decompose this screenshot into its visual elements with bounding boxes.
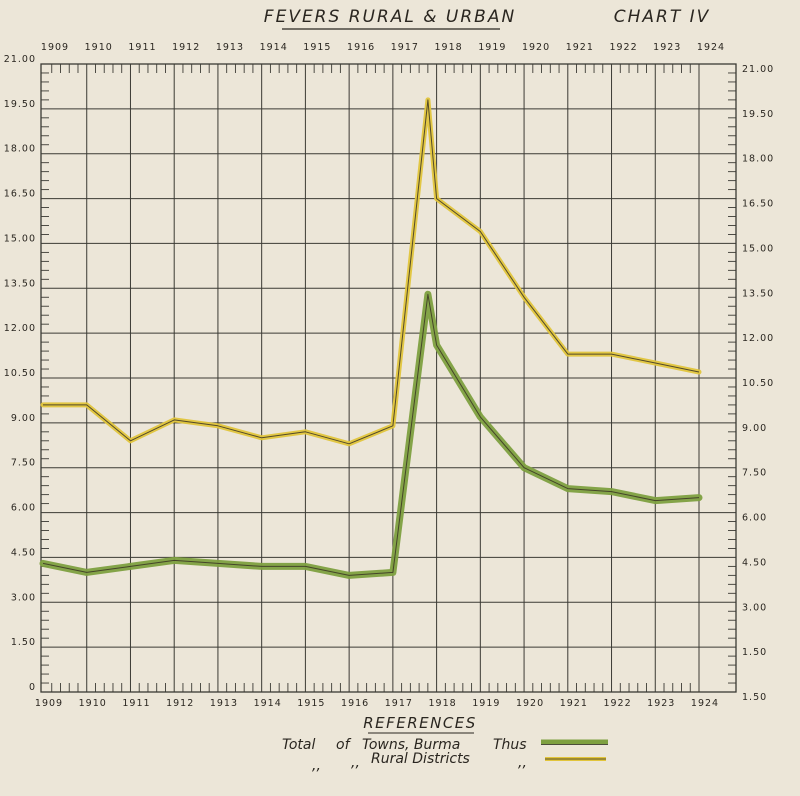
y-tick-label-right: 15.00 (742, 243, 774, 254)
legend-towns-thus: Thus (493, 737, 527, 753)
y-tick-label-right: 3.00 (742, 602, 767, 613)
series-lines (39, 97, 703, 579)
chart-number: CHART IV (614, 7, 711, 27)
series-line-towns (40, 97, 702, 447)
references-heading: REFERENCES (363, 714, 477, 732)
y-tick-label-left: 12.00 (4, 323, 36, 334)
y-tick-label-right: 1.50 (742, 692, 767, 703)
x-tick-label-bottom: 1922 (603, 698, 631, 709)
x-tick-label-top: 1914 (260, 42, 288, 53)
x-tick-label-bottom: 1916 (341, 698, 369, 709)
x-tick-label-bottom: 1915 (297, 698, 325, 709)
series-ink-rural (42, 293, 700, 576)
y-tick-label-right: 7.50 (742, 468, 767, 479)
legend-rural-thus: ,, (518, 755, 527, 771)
x-tick-label-top: 1924 (697, 42, 725, 53)
x-tick-label-bottom: 1924 (691, 698, 719, 709)
y-tick-label-left: 0 (29, 682, 36, 693)
minor-ticks (41, 64, 736, 692)
y-tick-label-left: 4.50 (11, 547, 36, 558)
legend-towns-prefix: Total (282, 737, 315, 753)
x-tick-label-bottom: 1910 (79, 698, 107, 709)
gridlines (41, 64, 736, 692)
y-tick-label-right: 9.00 (742, 423, 767, 434)
x-tick-label-top: 1915 (303, 42, 331, 53)
chart-title: FEVERS RURAL & URBAN (264, 7, 516, 27)
y-tick-label-left: 21.00 (4, 54, 36, 65)
y-tick-label-right: 4.50 (742, 557, 767, 568)
y-tick-label-left: 3.00 (11, 592, 36, 603)
x-tick-label-top: 1909 (41, 42, 69, 53)
x-tick-label-top: 1922 (609, 42, 637, 53)
y-tick-label-right: 6.00 (742, 513, 767, 524)
legend-rural-label: Rural Districts (371, 751, 470, 767)
y-tick-label-left: 10.50 (4, 368, 36, 379)
x-tick-label-bottom: 1923 (647, 698, 675, 709)
x-tick-label-bottom: 1919 (472, 698, 500, 709)
x-tick-label-top: 1919 (478, 42, 506, 53)
y-tick-label-right: 10.50 (742, 378, 774, 389)
legend-towns-label: Towns, Burma (362, 737, 460, 753)
y-tick-label-right: 19.50 (742, 109, 774, 120)
x-tick-label-bottom: 1909 (35, 698, 63, 709)
tick-labels: 1909 1909 1910 1910 1911 1911 1912 1912 1913 1913… (4, 42, 774, 709)
y-tick-label-left: 18.00 (4, 144, 36, 155)
x-tick-label-top: 1923 (653, 42, 681, 53)
x-tick-label-top: 1910 (85, 42, 113, 53)
x-tick-label-bottom: 1920 (516, 698, 544, 709)
y-tick-label-left: 13.50 (4, 278, 36, 289)
x-tick-label-top: 1921 (566, 42, 594, 53)
x-tick-label-bottom: 1911 (122, 698, 150, 709)
y-tick-label-left: 1.50 (11, 637, 36, 648)
legend-rural-of: ,, (351, 755, 360, 771)
x-tick-label-bottom: 1918 (429, 698, 457, 709)
series-ink-towns (43, 99, 700, 445)
x-tick-label-bottom: 1912 (166, 698, 194, 709)
x-tick-label-bottom: 1921 (560, 698, 588, 709)
y-tick-label-right: 21.00 (742, 64, 774, 75)
y-tick-label-right: 13.50 (742, 288, 774, 299)
y-tick-label-right: 12.00 (742, 333, 774, 344)
x-tick-label-top: 1917 (391, 42, 419, 53)
x-tick-label-top: 1911 (128, 42, 156, 53)
y-tick-label-left: 7.50 (11, 458, 36, 469)
y-tick-label-left: 16.50 (4, 189, 36, 200)
legend-towns-of: of (336, 737, 352, 753)
legend-rural-prefix: ,, (312, 758, 321, 774)
y-tick-label-right: 1.50 (742, 647, 767, 658)
y-tick-label-left: 15.00 (4, 233, 36, 244)
x-tick-label-bottom: 1913 (210, 698, 238, 709)
x-tick-label-top: 1920 (522, 42, 550, 53)
x-tick-label-bottom: 1914 (254, 698, 282, 709)
y-tick-label-left: 6.00 (11, 503, 36, 514)
x-tick-label-bottom: 1917 (385, 698, 413, 709)
y-tick-label-right: 18.00 (742, 154, 774, 165)
x-tick-label-top: 1913 (216, 42, 244, 53)
x-tick-label-top: 1918 (435, 42, 463, 53)
y-tick-label-left: 19.50 (4, 99, 36, 110)
x-tick-label-top: 1916 (347, 42, 375, 53)
y-tick-label-left: 9.00 (11, 413, 36, 424)
x-tick-label-top: 1912 (172, 42, 200, 53)
y-tick-label-right: 16.50 (742, 199, 774, 210)
